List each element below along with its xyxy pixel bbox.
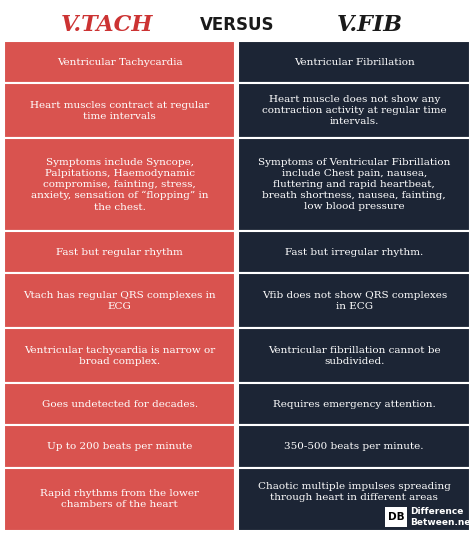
- Text: Vfib does not show QRS complexes
in ECG: Vfib does not show QRS complexes in ECG: [262, 291, 447, 311]
- Text: Difference
Between.net: Difference Between.net: [410, 507, 474, 526]
- Text: Up to 200 beats per minute: Up to 200 beats per minute: [47, 442, 192, 451]
- Bar: [4, 83, 236, 138]
- Text: Ventricular Fibrillation: Ventricular Fibrillation: [294, 58, 415, 67]
- Text: Vtach has regular QRS complexes in
ECG: Vtach has regular QRS complexes in ECG: [23, 291, 216, 311]
- Bar: [238, 41, 470, 83]
- Bar: [4, 231, 236, 273]
- Bar: [238, 328, 470, 383]
- Text: Symptoms include Syncope,
Palpitations, Haemodynamic
compromise, fainting, stres: Symptoms include Syncope, Palpitations, …: [31, 158, 209, 211]
- Bar: [4, 41, 236, 83]
- Text: Fast but irregular rhythm.: Fast but irregular rhythm.: [285, 248, 423, 257]
- Bar: [385, 507, 407, 527]
- Text: Heart muscle does not show any
contraction activity at regular time
intervals.: Heart muscle does not show any contracti…: [262, 95, 447, 126]
- Bar: [238, 231, 470, 273]
- Bar: [4, 383, 236, 425]
- Text: Ventricular fibrillation cannot be
subdivided.: Ventricular fibrillation cannot be subdi…: [268, 346, 440, 366]
- Text: Symptoms of Ventricular Fibrillation
include Chest pain, nausea,
fluttering and : Symptoms of Ventricular Fibrillation inc…: [258, 158, 450, 211]
- Text: DB: DB: [388, 512, 404, 522]
- Bar: [4, 138, 236, 231]
- Bar: [4, 468, 236, 531]
- Bar: [238, 138, 470, 231]
- Text: Chaotic multiple impulses spreading
through heart in different areas: Chaotic multiple impulses spreading thro…: [258, 482, 451, 502]
- Text: 350-500 beats per minute.: 350-500 beats per minute.: [284, 442, 424, 451]
- Text: Rapid rhythms from the lower
chambers of the heart: Rapid rhythms from the lower chambers of…: [40, 490, 199, 509]
- Text: Heart muscles contract at regular
time intervals: Heart muscles contract at regular time i…: [30, 101, 210, 121]
- Text: Ventricular tachycardia is narrow or
broad complex.: Ventricular tachycardia is narrow or bro…: [24, 346, 215, 366]
- Bar: [238, 468, 470, 531]
- Text: Fast but regular rhythm: Fast but regular rhythm: [56, 248, 183, 257]
- Text: V.TACH: V.TACH: [61, 14, 153, 36]
- Text: V.FIB: V.FIB: [337, 14, 403, 36]
- Bar: [238, 273, 470, 328]
- Text: Goes undetected for decades.: Goes undetected for decades.: [42, 400, 198, 409]
- Text: Ventricular Tachycardia: Ventricular Tachycardia: [57, 58, 182, 67]
- Text: Requires emergency attention.: Requires emergency attention.: [273, 400, 436, 409]
- Bar: [238, 383, 470, 425]
- Bar: [4, 425, 236, 468]
- Bar: [238, 425, 470, 468]
- Bar: [4, 328, 236, 383]
- Bar: [238, 83, 470, 138]
- Bar: [4, 273, 236, 328]
- Text: VERSUS: VERSUS: [200, 16, 274, 34]
